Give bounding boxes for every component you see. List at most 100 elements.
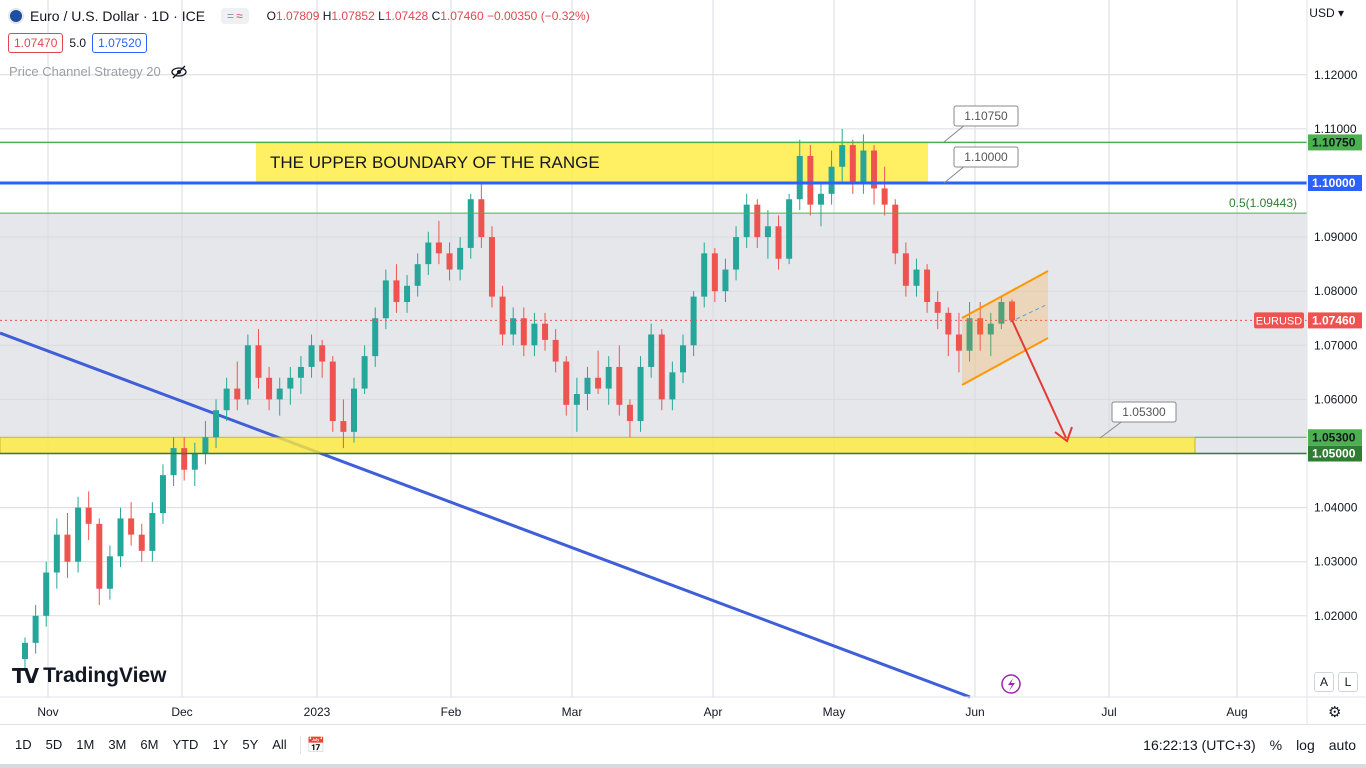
lightning-bolt-icon xyxy=(1008,678,1015,691)
candle-body xyxy=(945,312,952,335)
candle-body xyxy=(786,199,793,259)
axis-label-1-10-bg xyxy=(1308,175,1362,191)
log-scale-button[interactable]: L xyxy=(1338,672,1358,692)
candle-body xyxy=(669,372,676,400)
gear-icon[interactable]: ⚙ xyxy=(1328,704,1342,721)
projection-arrowhead xyxy=(1054,426,1073,443)
chart-legend: Euro / U.S. Dollar · 1D · ICE = ≈ O1.078… xyxy=(8,8,590,24)
callout-1-053-leader xyxy=(1099,419,1125,439)
period-ytd[interactable]: YTD xyxy=(172,737,199,752)
axis-label-1-05: 1.05000 xyxy=(1312,447,1356,461)
period-all[interactable]: All xyxy=(272,737,287,752)
candle-body xyxy=(382,280,389,319)
candle-body xyxy=(892,204,899,254)
candle-body xyxy=(733,237,740,270)
axis-label-last-bg xyxy=(1308,312,1362,329)
candle-body xyxy=(828,166,835,194)
axis-label-last: 1.07460 xyxy=(1312,313,1356,327)
percent-toggle[interactable]: % xyxy=(1269,737,1283,753)
fib-level-label: 0.5(1.09443) xyxy=(1229,196,1297,210)
channel-lower-line xyxy=(961,337,1049,386)
eye-off-icon[interactable] xyxy=(171,65,187,79)
candle-body xyxy=(96,523,103,589)
candle-body xyxy=(499,296,506,335)
x-tick-label: Apr xyxy=(704,705,723,719)
candle-body xyxy=(457,247,464,270)
candle-body xyxy=(266,377,273,400)
y-tick-label: 1.07000 xyxy=(1314,338,1358,352)
approx-icon: ≈ xyxy=(236,9,243,23)
candle-body xyxy=(64,534,71,562)
candle-body xyxy=(372,318,379,357)
bottom-toolbar: 1D 5D 1M 3M 6M YTD 1Y 5Y All 📅 16:22:13 (UTC+3) … xyxy=(0,724,1366,764)
axis-label-1-1075: 1.10750 xyxy=(1312,135,1356,149)
clock-time[interactable]: 16:22:13 (UTC+3) xyxy=(1143,737,1256,753)
indicator-legend[interactable]: Price Channel Strategy 20 xyxy=(9,64,187,79)
axis-label-1-05-bg xyxy=(1308,445,1362,462)
candle-body xyxy=(542,323,549,340)
candle-body xyxy=(319,345,326,362)
candle-body xyxy=(287,377,294,389)
candle-body xyxy=(213,410,220,438)
candle-body xyxy=(170,448,177,476)
tradingview-mark-icon: TV xyxy=(12,664,39,688)
period-5d[interactable]: 5D xyxy=(45,737,63,752)
candle-body xyxy=(488,237,495,297)
auto-toggle[interactable]: auto xyxy=(1328,737,1356,753)
time-axis: Nov Dec 2023 Feb Mar Apr May Jun Jul Aug xyxy=(37,705,1247,719)
candle-body xyxy=(393,280,400,303)
period-3m[interactable]: 3M xyxy=(108,737,127,752)
candle-body xyxy=(351,388,357,432)
candle-body xyxy=(404,285,411,303)
period-1d[interactable]: 1D xyxy=(15,737,32,752)
x-tick-label: 2023 xyxy=(304,705,331,719)
descending-trendline xyxy=(0,331,971,699)
candle-body xyxy=(595,377,602,389)
x-tick-label: Dec xyxy=(171,705,192,719)
channel-upper-line xyxy=(961,270,1049,319)
auto-scale-button[interactable]: A xyxy=(1314,672,1334,692)
candle-body xyxy=(871,150,878,189)
range-annotation: THE UPPER BOUNDARY OF THE RANGE xyxy=(270,153,600,172)
callout-1-1075-text: 1.10750 xyxy=(964,109,1008,123)
candle-body xyxy=(913,269,920,286)
callout-1-053-box xyxy=(1111,401,1177,423)
candle-body xyxy=(85,507,92,524)
candle-body xyxy=(106,556,113,589)
axis-label-1-1075-bg xyxy=(1308,134,1362,151)
candle-body xyxy=(658,334,665,400)
period-5y[interactable]: 5Y xyxy=(242,737,259,752)
period-6m[interactable]: 6M xyxy=(140,737,159,752)
callout-1-053-text: 1.05300 xyxy=(1122,405,1166,419)
candle-body xyxy=(478,199,485,238)
candle-body xyxy=(138,534,145,551)
sell-button[interactable]: 1.07470 xyxy=(8,33,64,53)
candle-body xyxy=(680,345,686,373)
log-toggle[interactable]: log xyxy=(1296,737,1315,753)
axis-price-labels: 1.10750 1.10000 1.05300 1.05000 1.07460 EURUS… xyxy=(1254,134,1362,462)
candle-body xyxy=(32,615,39,643)
x-tick-label: Mar xyxy=(562,705,583,719)
compare-pill[interactable]: = ≈ xyxy=(221,8,249,24)
buy-button[interactable]: 1.07520 xyxy=(92,33,148,53)
candle-body xyxy=(584,377,591,394)
candle-body xyxy=(775,226,782,259)
candle-body xyxy=(796,155,803,200)
period-1m[interactable]: 1M xyxy=(76,737,95,752)
candle-body xyxy=(881,188,888,205)
symbol-title[interactable]: Euro / U.S. Dollar · 1D · ICE xyxy=(30,8,206,24)
currency-menu[interactable]: USD ▾ xyxy=(1309,6,1344,20)
candle-body xyxy=(520,318,527,346)
tradingview-logo[interactable]: TV TradingView xyxy=(12,664,166,688)
candle-body xyxy=(361,356,368,389)
calendar-icon[interactable]: 📅 xyxy=(306,736,326,754)
callout-1-1075-box xyxy=(953,105,1019,127)
divider xyxy=(299,735,301,754)
period-1y[interactable]: 1Y xyxy=(212,737,229,752)
candle-body xyxy=(743,204,750,238)
candle-body xyxy=(722,269,729,292)
candle-body xyxy=(690,296,697,346)
candle-body xyxy=(159,475,166,514)
candle-body xyxy=(626,404,633,422)
